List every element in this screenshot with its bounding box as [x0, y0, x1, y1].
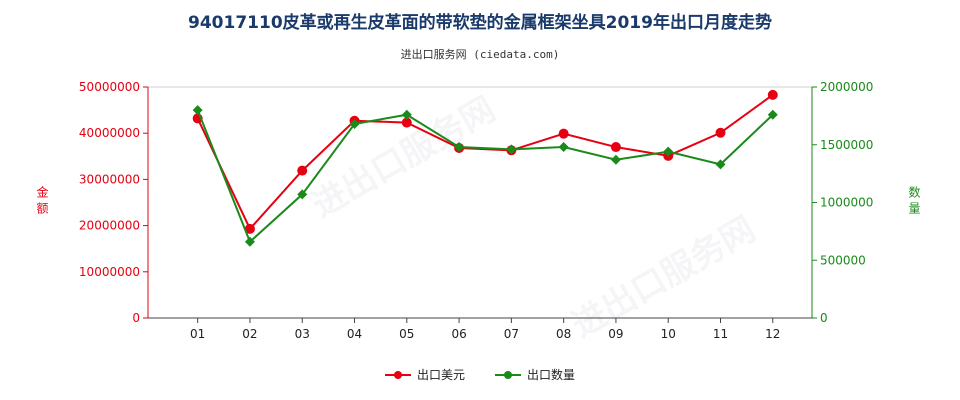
data-point-quantity: [192, 105, 203, 116]
data-point-quantity: [715, 159, 726, 170]
legend-item-quantity[interactable]: 出口数量: [495, 366, 575, 383]
data-point-quantity: [610, 154, 621, 165]
series-line-value: [196, 94, 774, 231]
x-tick-label: 02: [242, 327, 257, 341]
y-axis-left-label: 金额: [35, 186, 49, 218]
data-point-value: [715, 127, 726, 138]
y-left-tick-label: 50000000: [79, 80, 140, 94]
chart-legend: 出口美元 出口数量: [0, 366, 960, 383]
y-left-tick-label: 20000000: [79, 219, 140, 233]
data-point-value: [297, 165, 308, 176]
legend-swatch-quantity: [495, 369, 521, 381]
data-point-quantity: [663, 146, 674, 157]
chart-title: 94017110皮革或再生皮革面的带软垫的金属框架坐具2019年出口月度走势: [188, 13, 772, 33]
x-tick-label: 08: [556, 327, 571, 341]
x-tick-label: 11: [713, 327, 728, 341]
data-point-quantity: [454, 142, 465, 153]
data-point-value: [401, 117, 412, 128]
y-right-tick-label: 0: [820, 311, 828, 325]
y-right-tick-label: 1500000: [820, 138, 873, 152]
x-tick-label: 03: [295, 327, 310, 341]
x-tick-label: 12: [765, 327, 780, 341]
data-point-quantity: [297, 189, 308, 200]
data-point-value: [558, 128, 569, 139]
data-point-quantity: [244, 236, 255, 247]
x-tick-label: 06: [451, 327, 466, 341]
data-point-quantity: [349, 118, 360, 129]
x-tick-label: 09: [608, 327, 623, 341]
y-right-tick-label: 2000000: [820, 80, 873, 94]
data-point-quantity: [401, 109, 412, 120]
y-left-tick-label: 0: [132, 311, 140, 325]
legend-swatch-value: [384, 369, 411, 381]
legend-item-value[interactable]: 出口美元: [384, 366, 465, 383]
y-left-tick-label: 40000000: [79, 126, 140, 140]
x-tick-label: 07: [504, 327, 519, 341]
x-tick-label: 04: [347, 327, 362, 341]
data-point-quantity: [506, 144, 517, 155]
plot-frame: [147, 86, 813, 319]
chart-subtitle: 进出口服务网 (ciedata.com): [400, 48, 560, 61]
x-tick-label: 05: [399, 327, 414, 341]
x-tick-label: 10: [661, 327, 676, 341]
x-tick-label: 01: [190, 327, 205, 341]
y-right-tick-label: 500000: [820, 253, 866, 267]
legend-label-value: 出口美元: [416, 368, 465, 382]
data-point-value: [767, 89, 778, 100]
data-point-value: [244, 223, 255, 234]
series-line-quantity: [196, 109, 774, 244]
data-point-quantity: [767, 109, 778, 120]
data-point-quantity: [558, 142, 569, 153]
y-left-tick-label: 10000000: [79, 265, 140, 279]
legend-label-quantity: 出口数量: [527, 368, 576, 382]
y-axis-right-label: 数量: [907, 186, 921, 218]
y-right-tick-label: 1000000: [820, 196, 873, 210]
y-left-tick-label: 30000000: [79, 172, 140, 186]
data-point-value: [610, 142, 621, 153]
